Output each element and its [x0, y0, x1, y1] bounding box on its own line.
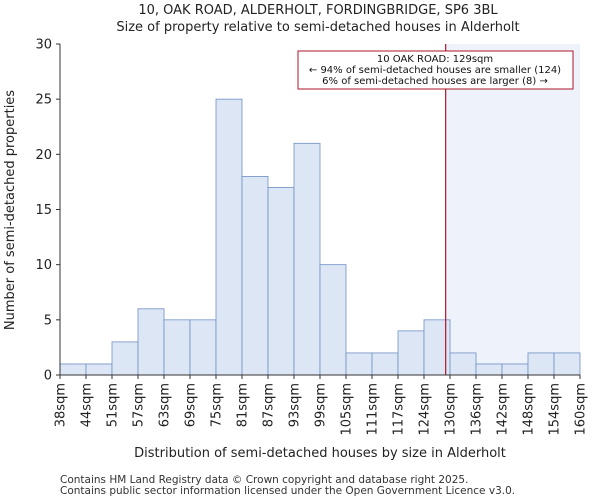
- x-tick-label: 136sqm: [470, 383, 485, 436]
- bar: [527, 352, 555, 376]
- x-tick-label: 75sqm: [210, 383, 225, 427]
- bar: [189, 319, 217, 376]
- bar: [345, 352, 373, 376]
- y-tick-label: 10: [35, 258, 52, 273]
- annotation-line3: 6% of semi-detached houses are larger (8…: [322, 76, 548, 87]
- bar: [371, 352, 399, 376]
- bar: [553, 352, 581, 376]
- y-tick-label: 20: [35, 148, 52, 163]
- x-tick-label: 51sqm: [106, 383, 121, 427]
- chart-title-line2: Size of property relative to semi-detach…: [116, 20, 519, 35]
- y-tick-label: 30: [35, 38, 52, 53]
- x-tick-label: 99sqm: [314, 383, 329, 427]
- bar: [59, 363, 87, 376]
- bar: [397, 330, 425, 376]
- y-axis: 0 5 10 15 20 25 30: [35, 38, 61, 384]
- x-tick-label: 111sqm: [366, 383, 381, 436]
- y-tick-label: 25: [35, 93, 52, 108]
- bar: [215, 98, 243, 376]
- x-tick-label: 148sqm: [522, 383, 537, 436]
- annotation-line2: ← 94% of semi-detached houses are smalle…: [309, 65, 561, 76]
- x-tick-label: 93sqm: [288, 383, 303, 427]
- x-tick-label: 105sqm: [340, 383, 355, 436]
- y-axis-label: Number of semi-detached properties: [3, 90, 18, 330]
- x-tick-label: 81sqm: [236, 383, 251, 427]
- bar: [241, 175, 269, 376]
- x-tick-label: 38sqm: [54, 383, 69, 427]
- footer-line1: Contains HM Land Registry data © Crown c…: [60, 474, 468, 486]
- bar: [111, 341, 139, 376]
- bars-group: [59, 98, 581, 376]
- bar: [137, 308, 165, 376]
- x-axis-label: Distribution of semi-detached houses by …: [134, 446, 506, 461]
- x-tick-label: 142sqm: [496, 383, 511, 436]
- y-tick-label: 5: [44, 313, 52, 328]
- bar: [267, 187, 295, 376]
- chart-title-line1: 10, OAK ROAD, ALDERHOLT, FORDINGBRIDGE, …: [138, 3, 498, 18]
- x-tick-label: 57sqm: [132, 383, 147, 427]
- y-tick-label: 15: [35, 203, 52, 218]
- larger-properties-region: [445, 44, 580, 375]
- footer-line2: Contains public sector information licen…: [60, 485, 515, 497]
- x-tick-label: 160sqm: [574, 383, 589, 436]
- bar: [475, 363, 503, 376]
- x-tick-label: 87sqm: [262, 383, 277, 427]
- x-tick-label: 130sqm: [444, 383, 459, 436]
- bar: [449, 352, 477, 376]
- annotation-line1: 10 OAK ROAD: 129sqm: [377, 54, 493, 65]
- x-tick-label: 124sqm: [418, 383, 433, 436]
- annotation-box: [297, 50, 574, 90]
- x-tick-label: 44sqm: [80, 383, 95, 427]
- y-tick-label: 0: [44, 369, 52, 384]
- bar: [319, 264, 347, 376]
- x-tick-label: 69sqm: [184, 383, 199, 427]
- bar: [293, 142, 321, 376]
- x-axis: 38sqm 44sqm 51sqm 57sqm 63sqm 69sqm 75sqm 81sqm…: [54, 374, 589, 436]
- bar: [501, 363, 529, 376]
- x-tick-label: 63sqm: [158, 383, 173, 427]
- x-tick-label: 154sqm: [548, 383, 563, 436]
- bar: [85, 363, 113, 376]
- bar: [163, 319, 191, 376]
- x-tick-label: 117sqm: [392, 383, 407, 436]
